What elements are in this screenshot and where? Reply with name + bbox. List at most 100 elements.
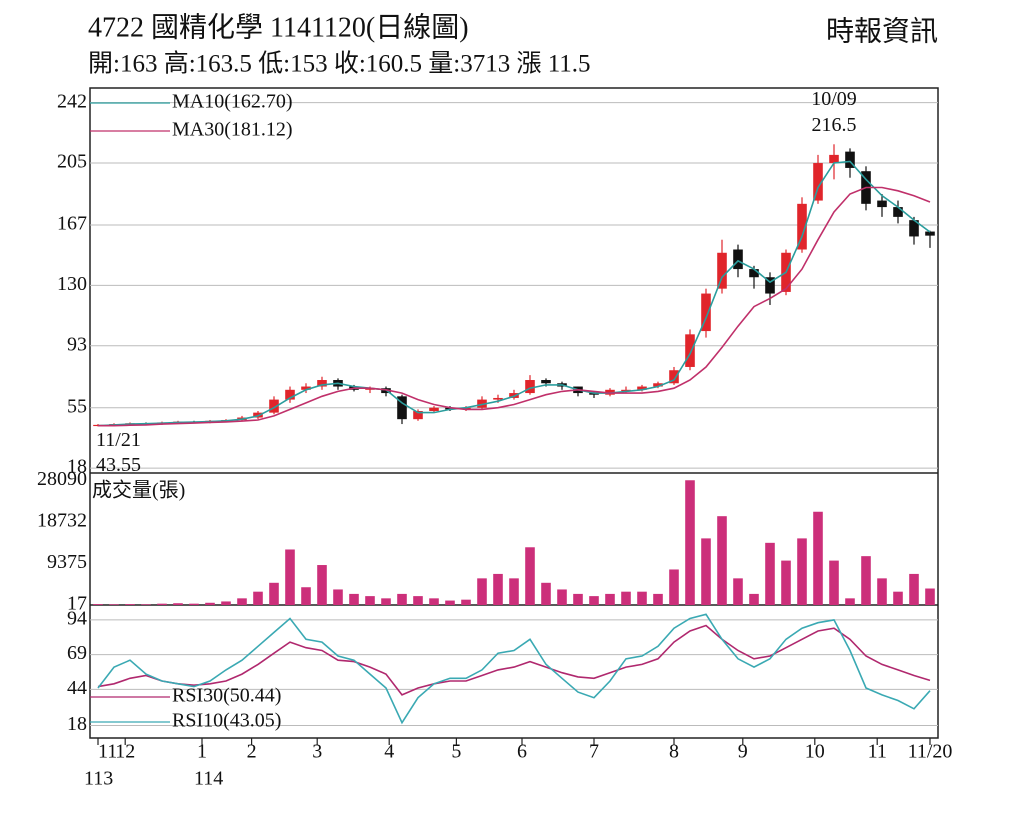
bar — [685, 480, 695, 605]
candle-body — [909, 220, 919, 237]
x-tick-label: 11 — [868, 741, 887, 763]
x-tick-label: 1 — [197, 741, 207, 763]
x-tick-label: 6 — [517, 741, 527, 763]
bar — [445, 600, 455, 605]
y-tick-label: 94 — [67, 607, 87, 629]
bar — [573, 593, 583, 605]
candle-body — [413, 411, 423, 420]
x-tick-label: 11 — [98, 741, 117, 763]
bar — [653, 593, 663, 605]
bar — [717, 516, 727, 605]
candle-body — [525, 380, 535, 394]
legend-label: RSI10(43.05) — [172, 710, 281, 732]
bar — [333, 589, 343, 605]
stats: 開:163 高:163.5 低:153 收:160.5 量:3713 漲 11.… — [88, 50, 591, 78]
bar — [125, 604, 135, 605]
candle-body — [493, 397, 503, 400]
candle-body — [637, 386, 647, 390]
bar — [749, 593, 759, 605]
bar — [813, 511, 823, 605]
bar — [93, 604, 103, 605]
bar — [589, 596, 599, 605]
candle-body — [429, 407, 439, 412]
candle-body — [797, 203, 807, 250]
bar — [477, 578, 487, 605]
y-tick-label: 9375 — [47, 551, 87, 573]
candle-body — [765, 277, 775, 294]
bar — [253, 591, 263, 605]
candle-body — [925, 231, 935, 236]
bar — [877, 578, 887, 605]
bar — [157, 603, 167, 605]
bar — [733, 578, 743, 605]
bar — [605, 593, 615, 605]
candle-body — [301, 386, 311, 390]
bar — [365, 596, 375, 605]
panel-title: 成交量(張) — [92, 479, 185, 502]
bar — [525, 547, 535, 605]
candle-body — [829, 154, 839, 164]
bar — [109, 604, 119, 605]
x-tick-label: 9 — [738, 741, 748, 763]
candle-body — [653, 383, 663, 387]
legend-label: RSI30(50.44) — [172, 685, 281, 707]
bar — [173, 603, 183, 605]
annotation-value: 216.5 — [812, 114, 857, 136]
bar — [413, 596, 423, 605]
candle-body — [685, 334, 695, 367]
bar — [509, 578, 519, 605]
candle-body — [893, 207, 903, 217]
series-line — [97, 160, 931, 427]
bar — [237, 598, 247, 605]
series-line — [98, 186, 931, 427]
legend-label: MA10(162.70) — [172, 91, 293, 113]
candle-body — [605, 389, 615, 395]
candle-body — [541, 380, 551, 384]
x-tick-label: 3 — [312, 741, 322, 763]
bar — [781, 560, 791, 605]
bar — [285, 549, 295, 605]
annotation-date: 10/09 — [811, 88, 857, 110]
bar — [493, 573, 503, 605]
bar — [141, 604, 151, 605]
candle-body — [733, 249, 743, 270]
candle-body — [813, 163, 823, 201]
x-tick-label: 5 — [451, 741, 461, 763]
x-tick-label: 12 — [115, 741, 135, 763]
y-tick-label: 28090 — [37, 468, 87, 490]
year-label: 113 — [84, 768, 113, 790]
y-tick-label: 55 — [67, 395, 87, 417]
candle-body — [317, 380, 327, 387]
bar — [221, 601, 231, 605]
y-tick-label: 93 — [67, 333, 87, 355]
annotation-date: 11/21 — [96, 429, 141, 451]
bar — [269, 582, 279, 605]
candle-body — [461, 407, 471, 410]
bar — [621, 591, 631, 605]
y-tick-label: 18732 — [37, 509, 87, 531]
bar — [925, 588, 935, 605]
series-line — [97, 624, 931, 696]
legend-label: MA30(181.12) — [172, 119, 293, 141]
x-tick-label: 8 — [669, 741, 679, 763]
bar — [701, 538, 711, 605]
y-tick-label: 242 — [57, 90, 87, 112]
annotation-value: 43.55 — [96, 454, 141, 476]
bar — [829, 560, 839, 605]
y-tick-label: 167 — [57, 213, 87, 235]
candle-body — [845, 151, 855, 168]
bar — [541, 582, 551, 605]
bar — [765, 542, 775, 605]
candle-body — [701, 293, 711, 332]
candle-body — [749, 269, 759, 278]
bar — [637, 591, 647, 605]
bar — [397, 593, 407, 605]
y-tick-label: 17 — [67, 593, 87, 615]
bar — [845, 598, 855, 605]
x-tick-label: 11/20 — [908, 741, 953, 763]
bar — [317, 565, 327, 605]
y-tick-label: 69 — [67, 642, 87, 664]
candle-body — [717, 252, 727, 289]
bar — [893, 591, 903, 605]
